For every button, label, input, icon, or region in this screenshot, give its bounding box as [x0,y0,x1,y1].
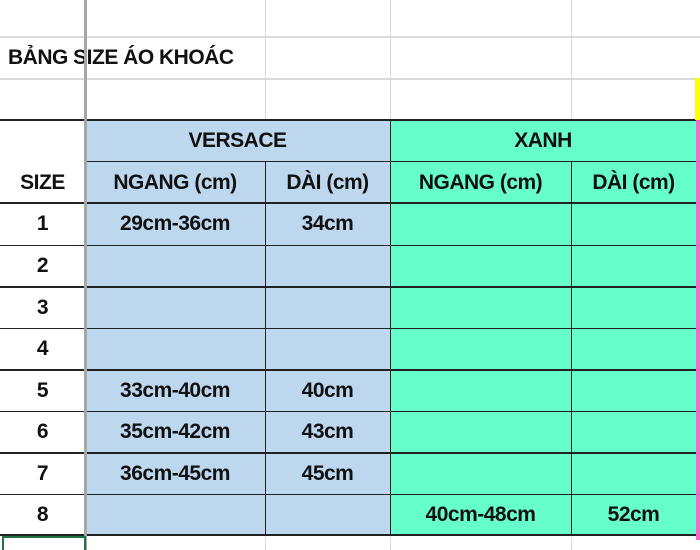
cell-versace-ngang[interactable]: 29cm-36cm [85,203,265,245]
cell-xanh-ngang[interactable] [390,203,571,245]
cell-xanh-ngang[interactable] [390,411,571,453]
cell-xanh-dai[interactable] [571,328,696,370]
size-cell[interactable]: 6 [36,420,49,443]
size-cell[interactable]: 2 [36,254,49,277]
gridline [571,0,572,120]
cell-xanh-dai[interactable] [571,370,696,411]
cell-versace-ngang[interactable] [85,494,265,535]
cell-xanh-ngang[interactable]: 40cm-48cm [390,494,571,535]
highlight-edge [695,78,700,120]
cell-versace-ngang[interactable] [85,328,265,370]
size-cell[interactable]: 7 [36,461,49,485]
border [571,162,572,535]
row-border [0,494,696,495]
cell-versace-dai[interactable]: 34cm [265,203,390,245]
size-cell[interactable]: 3 [36,295,49,319]
cell-versace-ngang[interactable] [85,287,265,328]
cell-xanh-ngang[interactable] [390,370,571,411]
cell-xanh-dai[interactable] [571,411,696,453]
cell-xanh-dai[interactable] [571,453,696,494]
selected-cell[interactable] [2,536,86,550]
border [390,120,391,535]
row-border [0,452,696,454]
size-cell[interactable]: 1 [36,212,49,235]
cell-xanh-dai[interactable] [571,203,696,245]
cell-versace-ngang[interactable]: 36cm-45cm [85,453,265,494]
col-header-versace-ngang: NGANG (cm) [85,162,265,203]
col-header-xanh-ngang: NGANG (cm) [390,162,571,203]
cell-versace-dai[interactable] [265,328,390,370]
size-cell[interactable]: 5 [36,378,49,402]
row-border [0,202,696,204]
cell-xanh-dai[interactable]: 52cm [571,494,696,535]
row-border [0,411,696,412]
cell-xanh-dai[interactable] [571,287,696,328]
row-border [0,286,696,288]
gridline [265,537,266,550]
frozen-pane-divider [84,0,87,550]
col-header-xanh-dai: DÀI (cm) [571,162,696,203]
cell-versace-dai[interactable]: 43cm [265,411,390,453]
gridline [265,0,266,120]
cell-versace-dai[interactable]: 40cm [265,370,390,411]
size-cell[interactable]: 4 [36,337,49,360]
sheet-title: BẢNG SIZE ÁO KHOÁC [8,46,234,69]
gridline [0,78,700,80]
border [265,162,266,535]
cell-xanh-dai[interactable] [571,245,696,287]
row-border [0,245,696,246]
next-group-edge [696,120,700,540]
row-border [0,534,696,536]
cell-xanh-ngang[interactable] [390,287,571,328]
gridline [571,537,572,550]
border [0,119,696,121]
group-header-versace: VERSACE [85,120,390,162]
gridline [390,0,391,120]
gridline [0,36,700,38]
cell-versace-ngang[interactable]: 35cm-42cm [85,411,265,453]
cell-versace-dai[interactable]: 45cm [265,453,390,494]
cell-versace-ngang[interactable]: 33cm-40cm [85,370,265,411]
size-cell[interactable]: 8 [36,502,49,526]
cell-versace-dai[interactable] [265,287,390,328]
cell-xanh-ngang[interactable] [390,245,571,287]
cell-versace-dai[interactable] [265,494,390,535]
cell-versace-ngang[interactable] [85,245,265,287]
row-border [0,369,696,371]
row-border [0,328,696,329]
col-header-versace-dai: DÀI (cm) [265,162,390,203]
cell-xanh-ngang[interactable] [390,328,571,370]
size-header: SIZE [20,170,65,194]
cell-versace-dai[interactable] [265,245,390,287]
group-header-xanh: XANH [390,120,696,162]
gridline [390,537,391,550]
cell-xanh-ngang[interactable] [390,453,571,494]
